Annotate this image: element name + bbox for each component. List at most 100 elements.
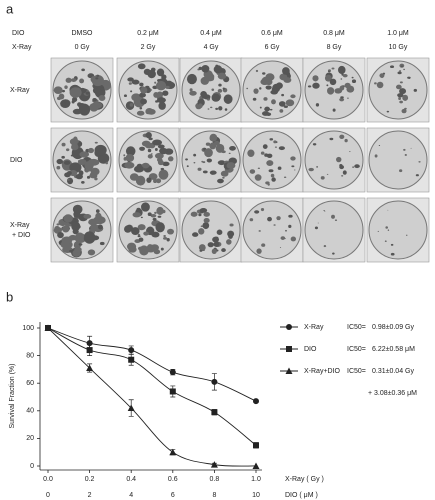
colony: [200, 91, 207, 98]
colony: [160, 167, 165, 171]
x-tick-label: 1.0: [251, 476, 261, 483]
colony: [81, 181, 85, 184]
colony: [340, 96, 344, 99]
colony: [280, 236, 286, 240]
plate-image: [366, 127, 430, 193]
marker: [211, 378, 218, 385]
colony: [150, 153, 153, 155]
colony: [282, 67, 290, 75]
x2-tick-label: 6: [171, 492, 175, 499]
colony: [389, 65, 395, 69]
colony: [335, 90, 338, 94]
colony: [53, 86, 63, 94]
colony: [229, 145, 236, 151]
colony: [332, 108, 336, 112]
colony: [404, 154, 407, 156]
colony: [271, 99, 276, 105]
colony: [94, 144, 107, 156]
colony: [147, 212, 152, 217]
colony: [197, 167, 202, 171]
colony: [202, 222, 210, 230]
colony: [157, 159, 164, 166]
colony: [252, 97, 257, 101]
colony: [62, 225, 70, 233]
colony: [198, 228, 205, 235]
colony: [53, 226, 62, 234]
colony: [61, 142, 66, 147]
colony: [266, 153, 273, 159]
colony: [77, 142, 82, 146]
plate-image: [50, 197, 114, 263]
colony: [399, 70, 402, 72]
colony: [223, 94, 233, 104]
colony: [66, 178, 70, 181]
colony: [246, 87, 249, 90]
colony: [402, 94, 409, 101]
colony: [270, 173, 275, 178]
colony: [285, 99, 295, 107]
colony: [317, 222, 319, 224]
colony: [154, 211, 157, 215]
colony: [63, 214, 73, 223]
colony: [94, 177, 98, 181]
marker: [127, 404, 135, 412]
colony: [146, 177, 152, 183]
plate: [304, 130, 364, 190]
colony: [406, 234, 408, 236]
legend-entry: DIO IC50= 6.22±0.58 μM: [280, 346, 415, 353]
colony: [349, 151, 351, 153]
colony: [190, 211, 198, 217]
colony: [253, 88, 259, 94]
colony: [185, 158, 188, 161]
colony: [69, 169, 78, 177]
colony: [341, 175, 344, 177]
colony: [328, 70, 330, 73]
colony: [312, 143, 317, 146]
y-tick-label: 40: [26, 408, 34, 415]
colony: [154, 94, 157, 97]
colony: [384, 240, 387, 243]
colony: [135, 175, 146, 186]
colony: [257, 167, 261, 170]
colony: [131, 79, 140, 85]
colony: [161, 74, 167, 80]
colony: [145, 108, 154, 115]
ic50-value: + 3.08±0.36 μM: [368, 390, 417, 397]
colony: [56, 158, 63, 165]
colony: [395, 84, 402, 90]
colony: [99, 241, 105, 246]
colony: [137, 233, 141, 236]
colony: [105, 161, 109, 165]
colony: [407, 76, 411, 79]
x2-tick-label: 8: [212, 492, 216, 499]
legend-label: DIO: [304, 346, 317, 353]
colony: [261, 76, 271, 84]
colony: [288, 224, 292, 229]
colony: [123, 154, 126, 157]
colony: [207, 242, 214, 248]
colony: [147, 154, 153, 159]
plate: [368, 60, 428, 120]
colony: [269, 138, 274, 141]
colony: [218, 106, 223, 111]
colony: [158, 169, 169, 180]
colony: [125, 154, 135, 162]
plate-image: [50, 127, 114, 193]
colony: [91, 101, 103, 109]
colony: [186, 73, 197, 85]
marker: [44, 324, 52, 331]
colony: [329, 137, 334, 141]
colony: [79, 78, 85, 84]
colony: [131, 93, 141, 102]
colony: [64, 85, 68, 89]
colony: [217, 88, 223, 93]
colony: [377, 230, 379, 232]
colony: [228, 152, 231, 154]
colony: [381, 76, 384, 79]
colony: [254, 174, 262, 181]
colony: [65, 77, 72, 83]
colony: [277, 166, 282, 170]
plate: [368, 200, 428, 260]
colony: [193, 162, 196, 164]
colony: [262, 72, 266, 75]
